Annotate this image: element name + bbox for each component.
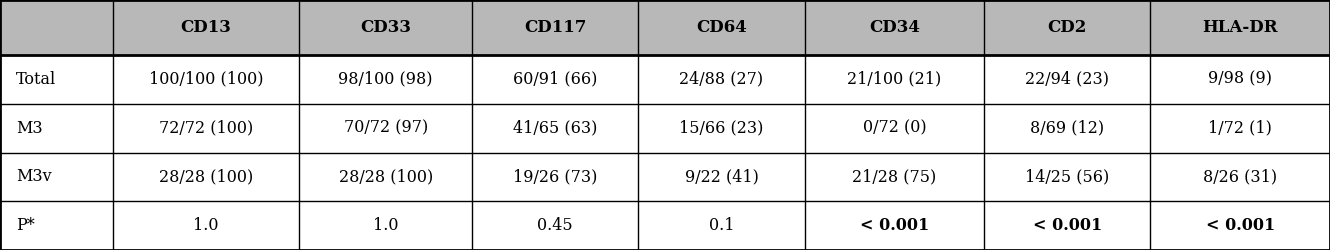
Bar [299,152,472,201]
Bar [113,152,299,201]
Text: 0.45: 0.45 [537,217,573,234]
Text: 1.0: 1.0 [193,217,219,234]
Text: 9/98 (9): 9/98 (9) [1208,71,1273,88]
Text: CD2: CD2 [1048,19,1087,36]
Text: 28/28 (100): 28/28 (100) [339,168,432,186]
Text: 41/65 (63): 41/65 (63) [513,120,597,136]
Bar [299,104,472,152]
Bar [472,104,638,152]
Text: < 0.001: < 0.001 [859,217,930,234]
Text: 100/100 (100): 100/100 (100) [149,71,263,88]
Text: 8/26 (31): 8/26 (31) [1204,168,1277,186]
Bar [638,0,805,55]
Text: 60/91 (66): 60/91 (66) [513,71,597,88]
Text: 0/72 (0): 0/72 (0) [863,120,926,136]
Text: CD33: CD33 [360,19,411,36]
Bar [638,104,805,152]
Text: 72/72 (100): 72/72 (100) [160,120,253,136]
Bar [984,201,1150,250]
Bar [638,55,805,104]
Bar [1150,152,1330,201]
Bar [638,152,805,201]
Text: HLA-DR: HLA-DR [1202,19,1278,36]
Text: 15/66 (23): 15/66 (23) [680,120,763,136]
Text: Total: Total [16,71,56,88]
Bar [1150,104,1330,152]
Text: CD13: CD13 [181,19,231,36]
Text: 8/69 (12): 8/69 (12) [1031,120,1104,136]
Bar [472,201,638,250]
Bar [805,55,984,104]
Bar [299,201,472,250]
Bar [472,55,638,104]
Text: 1.0: 1.0 [372,217,399,234]
Text: 70/72 (97): 70/72 (97) [343,120,428,136]
Bar [299,0,472,55]
Text: < 0.001: < 0.001 [1032,217,1103,234]
Bar [113,55,299,104]
Bar [0,201,113,250]
Text: 1/72 (1): 1/72 (1) [1208,120,1273,136]
Text: P*: P* [16,217,35,234]
Text: 0.1: 0.1 [709,217,734,234]
Bar [113,0,299,55]
Bar [805,104,984,152]
Bar [472,0,638,55]
Bar [984,104,1150,152]
Bar [0,0,113,55]
Text: 28/28 (100): 28/28 (100) [160,168,253,186]
Bar [805,152,984,201]
Bar [805,201,984,250]
Bar [984,152,1150,201]
Bar [113,104,299,152]
Bar [299,55,472,104]
Bar [1150,55,1330,104]
Text: 21/100 (21): 21/100 (21) [847,71,942,88]
Text: M3v: M3v [16,168,52,186]
Text: 22/94 (23): 22/94 (23) [1025,71,1109,88]
Text: 19/26 (73): 19/26 (73) [513,168,597,186]
Bar [113,201,299,250]
Bar [1150,201,1330,250]
Bar [984,0,1150,55]
Text: M3: M3 [16,120,43,136]
Text: < 0.001: < 0.001 [1205,217,1275,234]
Bar [984,55,1150,104]
Text: 14/25 (56): 14/25 (56) [1025,168,1109,186]
Text: CD117: CD117 [524,19,587,36]
Text: CD34: CD34 [868,19,920,36]
Text: 24/88 (27): 24/88 (27) [680,71,763,88]
Bar [1150,0,1330,55]
Text: 21/28 (75): 21/28 (75) [853,168,936,186]
Bar [472,152,638,201]
Text: 9/22 (41): 9/22 (41) [685,168,758,186]
Bar [0,55,113,104]
Bar [0,104,113,152]
Bar [0,152,113,201]
Bar [638,201,805,250]
Bar [805,0,984,55]
Text: CD64: CD64 [696,19,747,36]
Text: 98/100 (98): 98/100 (98) [338,71,434,88]
